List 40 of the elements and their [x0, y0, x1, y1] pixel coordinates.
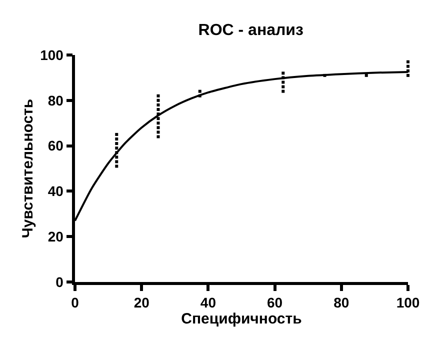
chart-title: ROC - анализ: [198, 22, 304, 40]
x-tick-label: 0: [71, 294, 80, 311]
x-tick-label: 80: [334, 294, 350, 311]
y-tick-label: 20: [48, 228, 64, 244]
x-tick-label: 20: [134, 294, 150, 311]
x-axis-title: Специфичность: [181, 310, 302, 328]
y-tick-label: 60: [48, 138, 64, 154]
y-tick-label: 0: [56, 274, 64, 290]
point: [115, 164, 118, 168]
point: [282, 90, 285, 93]
y-tick-label: 100: [40, 46, 64, 63]
point: [406, 74, 410, 77]
point: [406, 60, 410, 64]
point: [282, 85, 285, 88]
point: [156, 103, 160, 106]
point: [115, 142, 118, 146]
point: [156, 126, 160, 130]
point: [406, 64, 410, 68]
y-axis-title: Чувствительность: [19, 98, 36, 238]
point: [156, 94, 160, 98]
point: [156, 130, 160, 134]
point: [156, 108, 160, 111]
x-tick-label: 100: [396, 294, 420, 311]
y-tick-label: 40: [48, 183, 64, 200]
point: [156, 135, 160, 138]
point: [115, 137, 118, 140]
point: [115, 132, 118, 136]
x-tick-label: 40: [200, 294, 216, 311]
point: [115, 156, 118, 159]
point: [115, 160, 118, 164]
y-tick-label: 80: [48, 92, 64, 108]
point: [364, 74, 368, 77]
point: [156, 122, 160, 125]
point: [282, 72, 285, 75]
point: [156, 98, 160, 102]
point: [198, 90, 202, 93]
point: [282, 80, 285, 84]
point: [115, 146, 118, 150]
point: [156, 117, 160, 120]
x-tick-label: 60: [267, 294, 283, 311]
